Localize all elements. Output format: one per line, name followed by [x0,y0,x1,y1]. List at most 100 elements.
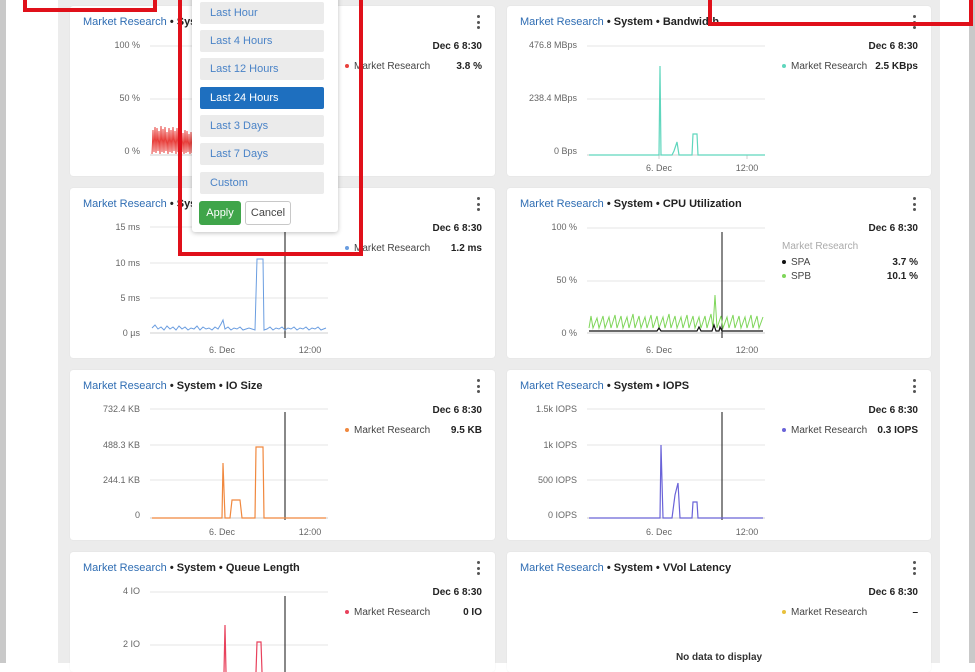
series-line [152,446,326,519]
card-title-link[interactable]: Market Research [520,198,604,210]
chart-legend: Market Research SPA 3.7 % SPB 10.1 % [782,241,918,283]
cpu-utilization-chart: 100 % 50 % 0 % 6. Dec 12:00 [551,222,765,355]
card-title-metric: • System • CPU Utilization [603,198,742,210]
time-range-option[interactable]: Custom [200,172,324,194]
legend-name: Market Research [791,424,868,436]
chart-legend: Market Research 0.3 IOPS [782,423,918,437]
card-title-metric: • System • VVol Latency [603,562,732,574]
card-title: Market Research • System • Bandwidth [520,16,719,28]
legend-name: Market Research [354,424,431,436]
card-menu-icon[interactable] [475,561,481,575]
card-timestamp: Dec 6 8:30 [868,41,918,52]
apply-button[interactable]: Apply [199,201,241,225]
x-tick: 6. Dec [646,163,673,173]
y-tick: 732.4 KB [103,404,140,414]
card-title-link[interactable]: Market Research [520,16,604,28]
legend-group-label: Market Research [782,241,859,252]
legend-dot [782,428,786,432]
legend-value: 0 IO [463,606,482,618]
card-title-link[interactable]: Market Research [520,380,604,392]
x-tick: 12:00 [736,163,759,173]
y-tick: 244.1 KB [103,475,140,485]
x-tick: 6. Dec [209,345,236,355]
chart-legend: Market Research 2.5 KBps [782,59,918,73]
y-tick: 2 IO [123,639,140,649]
no-data-message: No data to display [675,652,763,663]
card-title-link[interactable]: Market Research [83,198,167,210]
highlight-box [23,0,157,12]
card-menu-icon[interactable] [475,15,481,29]
series-spa [589,323,763,332]
time-range-dropdown: Last Hour Last 4 Hours Last 12 Hours Las… [192,0,338,232]
legend-value: 0.3 IOPS [877,424,918,436]
y-tick: 1k IOPS [543,440,577,450]
y-tick: 15 ms [115,222,140,232]
y-tick: 1.5k IOPS [536,404,577,414]
chart-legend: Market Research 0 IO [345,605,482,619]
y-tick: 10 ms [115,258,140,268]
card-title-link[interactable]: Market Research [83,16,167,28]
series-line [589,444,763,519]
legend-name: Market Research [791,60,868,72]
card-timestamp: Dec 6 8:30 [432,223,482,234]
time-range-option[interactable]: Last Hour [200,2,324,24]
time-range-option[interactable]: Last 3 Days [200,115,324,137]
legend-dot [782,260,786,264]
bandwidth-chart: 476.8 MBps 238.4 MBps 0 Bps 6. Dec 12:00 [529,40,765,173]
card-title-link[interactable]: Market Research [520,562,604,574]
cancel-button[interactable]: Cancel [245,201,291,225]
y-tick: 0 µs [123,328,141,338]
card-bandwidth: Market Research • System • Bandwidth 476… [507,6,931,176]
io-size-chart: 732.4 KB 488.3 KB 244.1 KB 0 6. Dec 12:0… [103,404,328,537]
legend-value: 3.7 % [892,256,918,268]
card-menu-icon[interactable] [911,379,917,393]
time-range-option-selected[interactable]: Last 24 Hours [200,87,324,109]
legend-dot [782,610,786,614]
card-title-link[interactable]: Market Research [83,380,167,392]
legend-item[interactable]: Market Research 3.8 % [345,59,482,73]
legend-item[interactable]: Market Research 0 IO [345,605,482,619]
time-range-option[interactable]: Last 12 Hours [200,58,324,80]
legend-name: SPB [791,270,812,282]
legend-item[interactable]: Market Research 1.2 ms [345,241,482,255]
card-title-metric: • System • IO Size [166,380,263,392]
legend-item[interactable]: Market Research 9.5 KB [345,423,482,437]
y-tick: 0 Bps [554,146,578,156]
legend-item[interactable]: Market Research – [782,605,918,619]
highlight-box [708,0,973,26]
card-title: Market Research • System • Queue Length [83,562,300,574]
y-tick: 0 % [124,146,140,156]
legend-value: 9.5 KB [450,424,482,436]
legend-item[interactable]: Market Research 0.3 IOPS [782,423,918,437]
time-range-option[interactable]: Last 4 Hours [200,30,324,52]
card-menu-icon[interactable] [475,197,481,211]
legend-name: Market Research [354,60,431,72]
legend-dot [782,274,786,278]
card-title-link[interactable]: Market Research [83,562,167,574]
legend-name: Market Research [791,606,868,618]
card-vvol-latency: Market Research • System • VVol Latency … [507,552,931,672]
y-tick: 488.3 KB [103,440,140,450]
legend-value: 1.2 ms [450,242,482,254]
x-tick: 12:00 [736,345,759,355]
chart-legend: Market Research 3.8 % [345,59,482,73]
highlight-box [178,0,363,256]
y-tick: 100 % [551,222,577,232]
card-menu-icon[interactable] [911,197,917,211]
card-menu-icon[interactable] [475,379,481,393]
card-menu-icon[interactable] [911,561,917,575]
legend-name: SPA [791,256,811,268]
y-tick: 50 % [119,93,140,103]
chart-legend: Market Research 9.5 KB [345,423,482,437]
card-cpu-utilization: Market Research • System • CPU Utilizati… [507,188,931,358]
card-timestamp: Dec 6 8:30 [868,223,918,234]
legend-item[interactable]: SPB 10.1 % [782,269,918,283]
legend-item[interactable]: SPA 3.7 % [782,255,918,269]
card-title: Market Research • System • IOPS [520,380,689,392]
y-tick: 5 ms [120,293,140,303]
series-line [151,125,193,155]
legend-item[interactable]: Market Research 2.5 KBps [782,59,918,73]
y-tick: 0 % [561,328,577,338]
time-range-option[interactable]: Last 7 Days [200,143,324,165]
x-tick: 12:00 [736,527,759,537]
